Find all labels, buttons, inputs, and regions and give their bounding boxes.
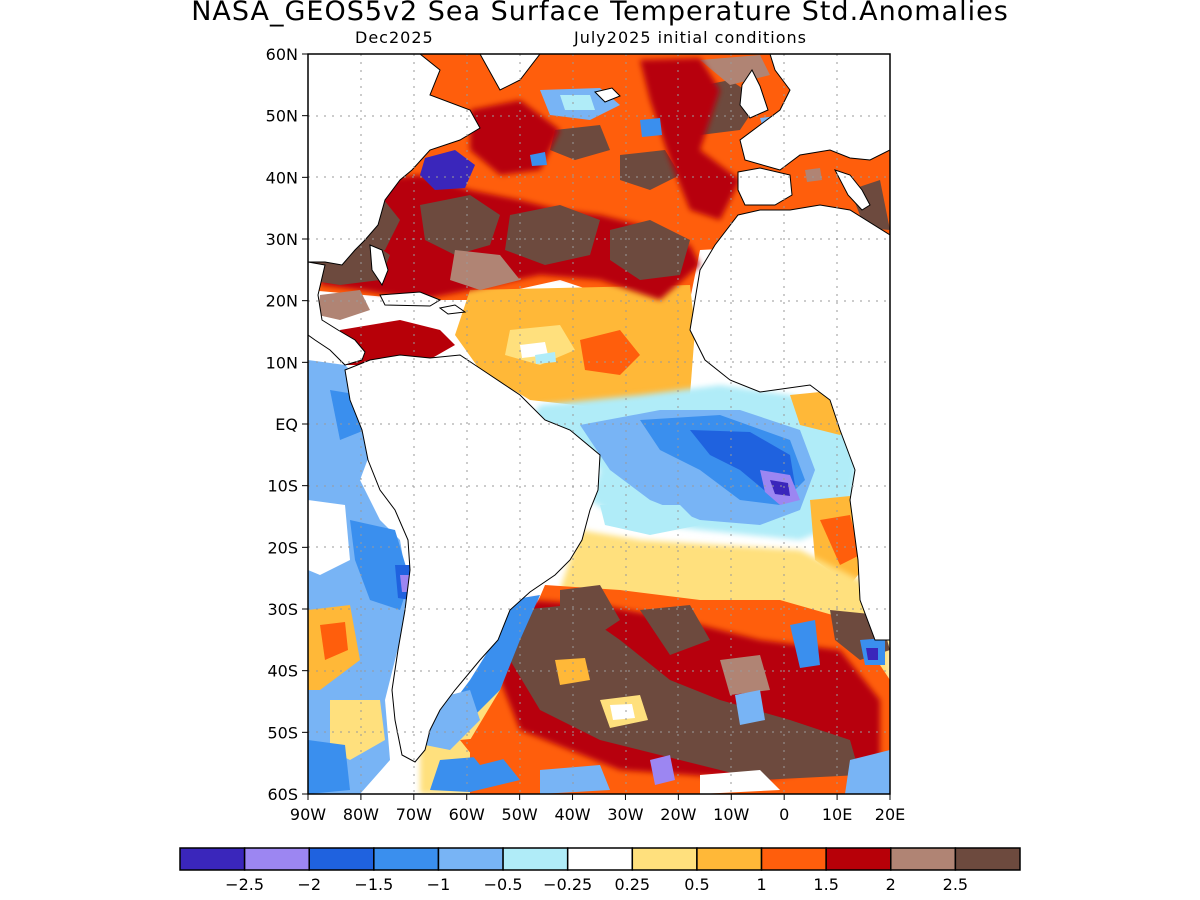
lat-tick-label: 10N (266, 353, 298, 372)
colorbar-swatch (308, 847, 375, 871)
colorbar-swatch (631, 847, 698, 871)
lon-tick-label: 10E (822, 805, 852, 824)
lat-tick-label: 60N (266, 45, 298, 64)
colorbar-swatch (243, 847, 310, 871)
lon-tick-label: 20W (660, 805, 696, 824)
colorbar-swatch (566, 847, 634, 871)
colorbar-label: 2 (886, 875, 896, 894)
colorbar-label: −0.5 (484, 875, 523, 894)
lon-tick-label: 70W (396, 805, 432, 824)
lat-tick-label: 10S (267, 477, 298, 496)
colorbar-swatch (825, 847, 892, 871)
colorbar-label: 1.5 (813, 875, 838, 894)
south-atlantic-warm-anomaly (420, 530, 890, 794)
lat-tick-label: 50N (266, 107, 298, 126)
longitude-axis: 90W 80W 70W 60W 50W 40W 30W 20W 10W 0 10E 20E (290, 794, 905, 824)
colorbar-label: −2.5 (225, 875, 264, 894)
lon-tick-label: 90W (290, 805, 326, 824)
forecast-month: Dec2025 (355, 28, 434, 47)
lon-tick-label: 50W (502, 805, 538, 824)
lon-tick-label: 20E (875, 805, 905, 824)
lat-tick-label: 30S (267, 600, 298, 619)
lat-tick-label: 20S (267, 538, 298, 557)
lon-tick-label: 80W (343, 805, 379, 824)
pacific-strip-anomaly (308, 360, 410, 794)
initial-conditions: July2025 initial conditions (574, 28, 807, 47)
colorbar-label: −1 (427, 875, 451, 894)
latitude-axis: 60N 50N 40N 30N 20N 10N EQ 10S 20S 30S 40S 50S 60S (266, 45, 308, 804)
chart-title: NASA_GEOS5v2 Sea Surface Temperature Std… (191, 0, 1009, 27)
lon-tick-label: 40W (554, 805, 590, 824)
lat-tick-label: 40N (266, 168, 298, 187)
colorbar-swatch (373, 847, 440, 871)
map-grid (308, 54, 890, 794)
lon-tick-label: 10W (713, 805, 749, 824)
anomaly-field (308, 54, 890, 794)
lon-tick-label: 30W (607, 805, 643, 824)
colorbar-swatch (179, 847, 246, 871)
lat-tick-label: 30N (266, 230, 298, 249)
lat-tick-label: 40S (267, 662, 298, 681)
colorbar-swatch (954, 847, 1021, 871)
colorbar-swatch (696, 847, 763, 871)
colorbar-label: −2 (297, 875, 321, 894)
colorbar-swatch (760, 847, 827, 871)
colorbar-swatch (502, 847, 569, 871)
colorbar-label: 0.5 (684, 875, 709, 894)
colorbar-label: 0.25 (614, 875, 650, 894)
lat-tick-label: 20N (266, 292, 298, 311)
lat-tick-label: EQ (275, 415, 298, 434)
lon-tick-label: 0 (779, 805, 789, 824)
lon-tick-label: 60W (449, 805, 485, 824)
colorbar-label: −0.25 (543, 875, 592, 894)
colorbar-label: 2.5 (943, 875, 968, 894)
lat-tick-label: 50S (267, 723, 298, 742)
colorbar-label: 1 (756, 875, 766, 894)
lat-tick-label: 60S (267, 785, 298, 804)
colorbar-swatch (437, 847, 504, 871)
colorbar-label: −1.5 (354, 875, 393, 894)
land-masses (308, 54, 890, 763)
colorbar-swatch (890, 847, 957, 871)
